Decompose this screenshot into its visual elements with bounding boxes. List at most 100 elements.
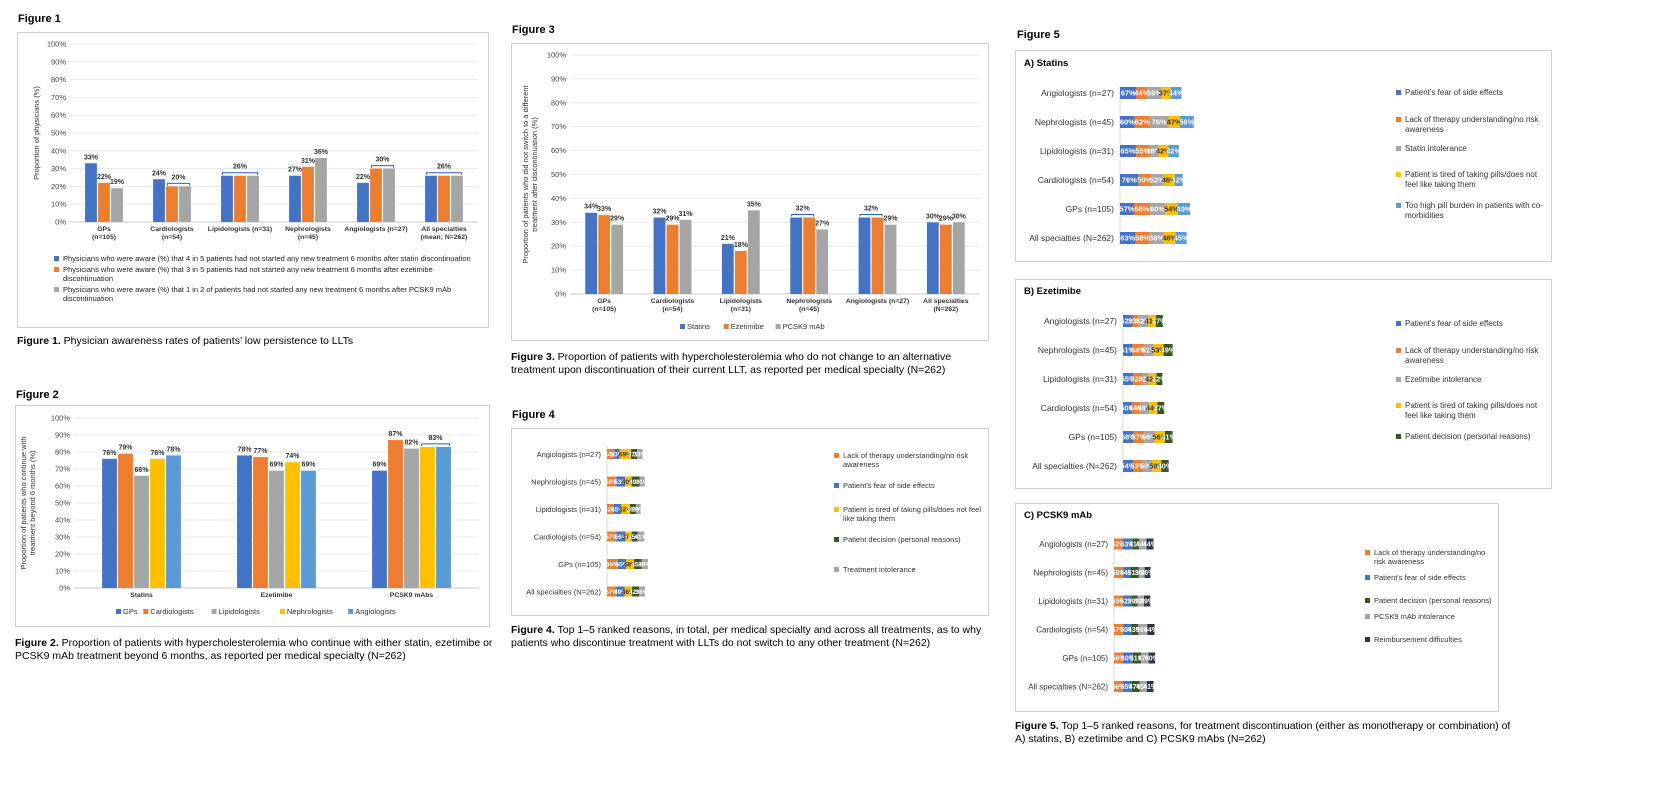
- data-label: 76%: [1152, 118, 1167, 127]
- y-axis-label: Proportion of patients who did not switc…: [521, 84, 530, 263]
- y-tick-label: 50%: [55, 499, 70, 508]
- y-tick-label: 100%: [51, 414, 71, 423]
- bar-segment: [1144, 431, 1155, 443]
- category-label: Nephrologists (n=45): [1035, 117, 1114, 127]
- y-axis-label: treatment after discontinuation (%): [530, 117, 539, 232]
- bar-segment: [1150, 203, 1165, 215]
- data-label: 39%: [1127, 599, 1142, 606]
- x-tick-label: Cardiologists: [651, 298, 695, 305]
- bar: [666, 224, 679, 294]
- bar-segment: [1168, 145, 1179, 157]
- bar-segment: [1114, 567, 1124, 578]
- data-label: 82%: [404, 440, 419, 447]
- data-label: 41%: [1143, 684, 1158, 691]
- y-tick-label: 0%: [59, 584, 70, 593]
- data-label: 27%: [288, 167, 303, 174]
- data-label: 57%: [1119, 205, 1134, 214]
- bar-segment: [1123, 315, 1133, 327]
- data-label: 48%: [1137, 404, 1152, 413]
- data-label: 22%: [356, 174, 371, 181]
- bar-segment: [1133, 203, 1151, 215]
- legend-swatch: [1396, 348, 1401, 353]
- figure5c-svg: Angiologists (n=27) 52%63%41%44%44%Nephro…: [1028, 536, 1160, 695]
- bar-segment: [631, 476, 640, 487]
- data-label: 53%: [1151, 346, 1166, 355]
- data-label: 60%: [1120, 118, 1135, 127]
- data-label: 56%: [1112, 684, 1127, 691]
- legend-label: Patient is tired of taking pills/does no…: [1405, 170, 1538, 189]
- bar: [803, 217, 816, 294]
- data-label: 32%: [796, 206, 811, 213]
- data-label: 77%: [253, 448, 268, 455]
- bar-segment: [621, 504, 630, 514]
- figure2-caption: Figure 2. Proportion of patients with hy…: [15, 637, 495, 663]
- bar: [285, 462, 300, 588]
- bar: [111, 188, 123, 222]
- bar: [98, 182, 110, 222]
- legend-label: PCSK9 mAb intolerance: [1374, 612, 1455, 621]
- bar: [734, 250, 747, 294]
- data-label: 59%: [1147, 89, 1162, 98]
- legend-swatch: [1396, 377, 1401, 382]
- legend-item: Statin intolerance: [1396, 144, 1548, 154]
- data-label: 54%: [1164, 205, 1179, 214]
- bracket: [167, 182, 190, 186]
- x-tick-label: Angiologists (n=27): [344, 226, 407, 233]
- data-label: 60%: [1150, 205, 1165, 214]
- data-label: 31%: [636, 479, 649, 486]
- figure5c-title: C) PCSK9 mAb: [1024, 510, 1093, 521]
- bar-segment: [1133, 431, 1145, 443]
- figure4-chart: Angiologists (n=27) 44% 33% 69% 37% 33% Nephro…: [511, 428, 989, 616]
- x-tick-label: GPs: [597, 298, 611, 305]
- data-label: 47%: [1167, 118, 1182, 127]
- data-label: 29%: [632, 507, 645, 514]
- category-label: Angiologists (n=27): [537, 450, 602, 459]
- data-label: 33%: [633, 452, 646, 459]
- data-label: 54%: [1120, 462, 1135, 471]
- bar: [436, 446, 451, 588]
- legend-label: Ezetimibe intolerance: [1405, 375, 1482, 384]
- bar-segment: [1134, 116, 1150, 128]
- bar-segment: [1140, 402, 1150, 414]
- x-tick-label: (n=105): [592, 306, 616, 313]
- y-tick-label: 50%: [551, 170, 566, 179]
- bar: [289, 175, 301, 222]
- data-label: 26%: [437, 164, 452, 171]
- legend-label: Patient is tired of taking pills/does no…: [843, 505, 981, 523]
- category-label: GPs (n=105): [558, 560, 601, 569]
- data-label: 40%: [1145, 656, 1160, 663]
- bar-segment: [1130, 567, 1139, 578]
- bar-segment: [1120, 232, 1136, 244]
- bar: [118, 453, 133, 588]
- data-label: 29%: [610, 216, 625, 223]
- legend-label: Physicians who were aware (%) that 3 in …: [63, 265, 433, 283]
- bar: [884, 224, 897, 294]
- legend-label: Lack of therapy understanding/no risk aw…: [1374, 548, 1486, 566]
- legend-swatch: [54, 287, 59, 292]
- bar-segment: [1120, 174, 1139, 186]
- legend-swatch: [1396, 434, 1401, 439]
- y-tick-label: 70%: [55, 465, 70, 474]
- x-tick-label: GPs: [97, 226, 111, 233]
- legend-label: PCSK9 mAb: [783, 322, 825, 331]
- y-tick-label: 90%: [55, 431, 70, 440]
- legend-label: Treatment intolerance: [843, 565, 916, 574]
- legend-swatch: [1396, 146, 1401, 151]
- bar-segment: [1149, 145, 1159, 157]
- data-label: 56%: [1136, 627, 1151, 634]
- data-label: 36%: [1141, 570, 1156, 577]
- legend-label: Patient's fear of side effects: [843, 481, 935, 490]
- bar-segment: [1120, 203, 1134, 215]
- x-tick-label: Nephrologists: [285, 226, 331, 233]
- bar-segment: [1136, 87, 1148, 99]
- y-tick-label: 20%: [51, 182, 66, 191]
- legend-swatch: [1365, 614, 1370, 619]
- bar-segment: [616, 476, 625, 487]
- bar: [237, 455, 252, 588]
- x-tick-label: (N=262): [933, 306, 958, 313]
- data-label: 32%: [652, 209, 667, 216]
- data-label: 37%: [622, 534, 635, 541]
- legend-item: Patient is tired of taking pills/does no…: [834, 505, 982, 523]
- legend-label: Lack of therapy understanding/no risk aw…: [843, 451, 969, 469]
- data-label: 52%: [1150, 176, 1165, 185]
